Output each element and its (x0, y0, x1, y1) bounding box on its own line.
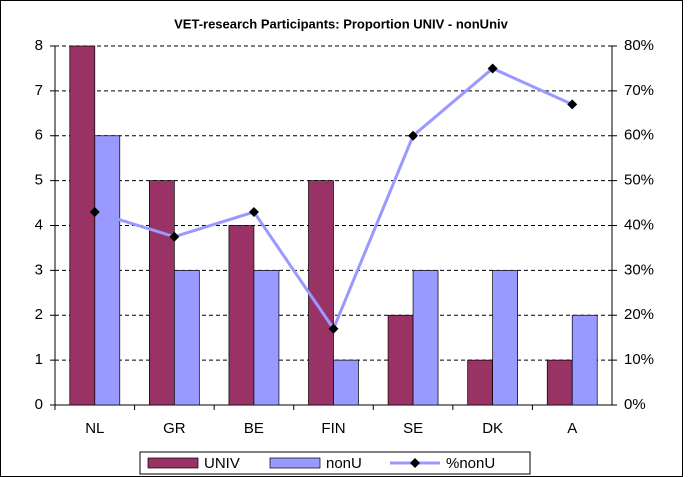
bar (174, 270, 200, 406)
y-tick-label: 8 (35, 37, 43, 54)
y-tick-label: 7 (35, 82, 43, 99)
x-tick-label: NL (85, 420, 104, 437)
bar (387, 314, 414, 406)
y2-tick-label: 70% (624, 82, 654, 99)
y-tick-label: 1 (35, 351, 43, 368)
y2-tick-label: 60% (624, 127, 654, 144)
y2-tick-label: 10% (624, 351, 654, 368)
bar (571, 314, 598, 406)
y2-tick-label: 30% (624, 261, 654, 278)
y-tick-label: 0 (35, 396, 43, 413)
bar (492, 270, 518, 406)
legend-swatch (147, 457, 199, 469)
y-tick-label: 2 (35, 306, 43, 323)
x-tick-label: SE (403, 420, 423, 437)
x-tick-label: GR (163, 420, 186, 437)
legend-box (139, 451, 531, 475)
y2-tick-label: 40% (624, 216, 654, 233)
x-tick-label: BE (244, 420, 264, 437)
chart-title: VET-research Participants: Proportion UN… (174, 16, 508, 31)
x-tick-label: FIN (321, 420, 345, 437)
bar (546, 359, 573, 406)
legend-swatch (269, 457, 321, 469)
line-marker (328, 323, 339, 334)
bar (69, 45, 96, 406)
legend-label: UNIV (204, 455, 240, 472)
line-marker (408, 130, 419, 141)
y2-tick-label: 20% (624, 306, 654, 323)
bar (467, 359, 493, 406)
bar (333, 359, 359, 406)
legend-label: nonU (326, 455, 362, 472)
bar (308, 180, 334, 406)
y2-tick-label: 50% (624, 172, 654, 189)
legend-marker (410, 458, 420, 468)
bar (149, 180, 175, 406)
x-tick-label: DK (482, 420, 503, 437)
y2-tick-label: 80% (624, 37, 654, 54)
bar (412, 270, 439, 406)
y-tick-label: 6 (35, 127, 43, 144)
bar (228, 225, 255, 406)
y-tick-label: 5 (35, 172, 43, 189)
line-marker (169, 231, 180, 242)
y-tick-label: 4 (35, 216, 43, 233)
bar (94, 135, 121, 406)
y-tick-label: 3 (35, 261, 43, 278)
x-tick-label: A (567, 420, 577, 437)
bar (253, 270, 280, 406)
y2-tick-label: 0% (624, 396, 646, 413)
legend-label: %nonU (446, 455, 495, 472)
line-marker (248, 207, 259, 218)
line-marker (567, 99, 578, 110)
line-marker (487, 63, 498, 74)
line-marker (89, 207, 100, 218)
